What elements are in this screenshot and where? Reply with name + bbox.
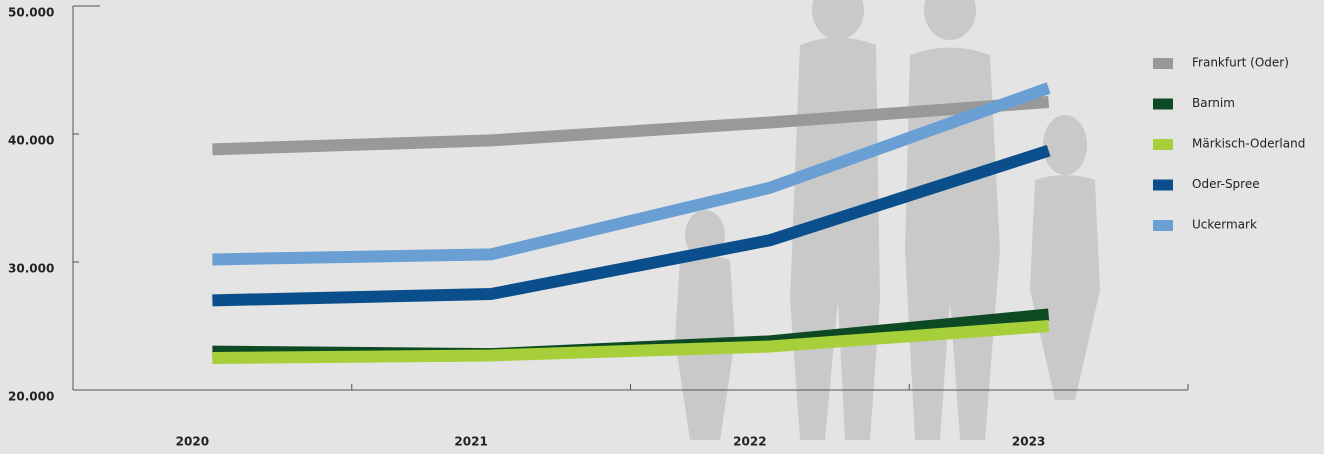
x-tick-label: 2020 — [176, 435, 209, 449]
legend-swatch — [1153, 58, 1173, 69]
legend-swatch — [1153, 220, 1173, 231]
y-tick-label: 20.000 — [8, 390, 54, 404]
legend-label: Barnim — [1192, 96, 1235, 110]
series-line — [212, 144, 1051, 307]
series-line — [212, 96, 1050, 156]
legend-swatch — [1153, 139, 1173, 150]
series-line — [212, 82, 1051, 266]
y-tick-label: 50.000 — [8, 6, 54, 20]
legend-label: Märkisch-Oderland — [1192, 137, 1305, 151]
y-tick-label: 40.000 — [8, 134, 54, 148]
y-tick-label: 30.000 — [8, 262, 54, 276]
x-tick-label: 2023 — [1012, 435, 1045, 449]
series-line — [212, 320, 1050, 364]
legend-label: Frankfurt (Oder) — [1192, 56, 1289, 70]
legend-label: Uckermark — [1192, 218, 1257, 232]
x-tick-label: 2021 — [454, 435, 487, 449]
legend-swatch — [1153, 98, 1173, 110]
legend-swatch — [1153, 179, 1173, 191]
legend-label: Oder-Spree — [1192, 177, 1260, 191]
x-tick-label: 2022 — [733, 435, 766, 449]
